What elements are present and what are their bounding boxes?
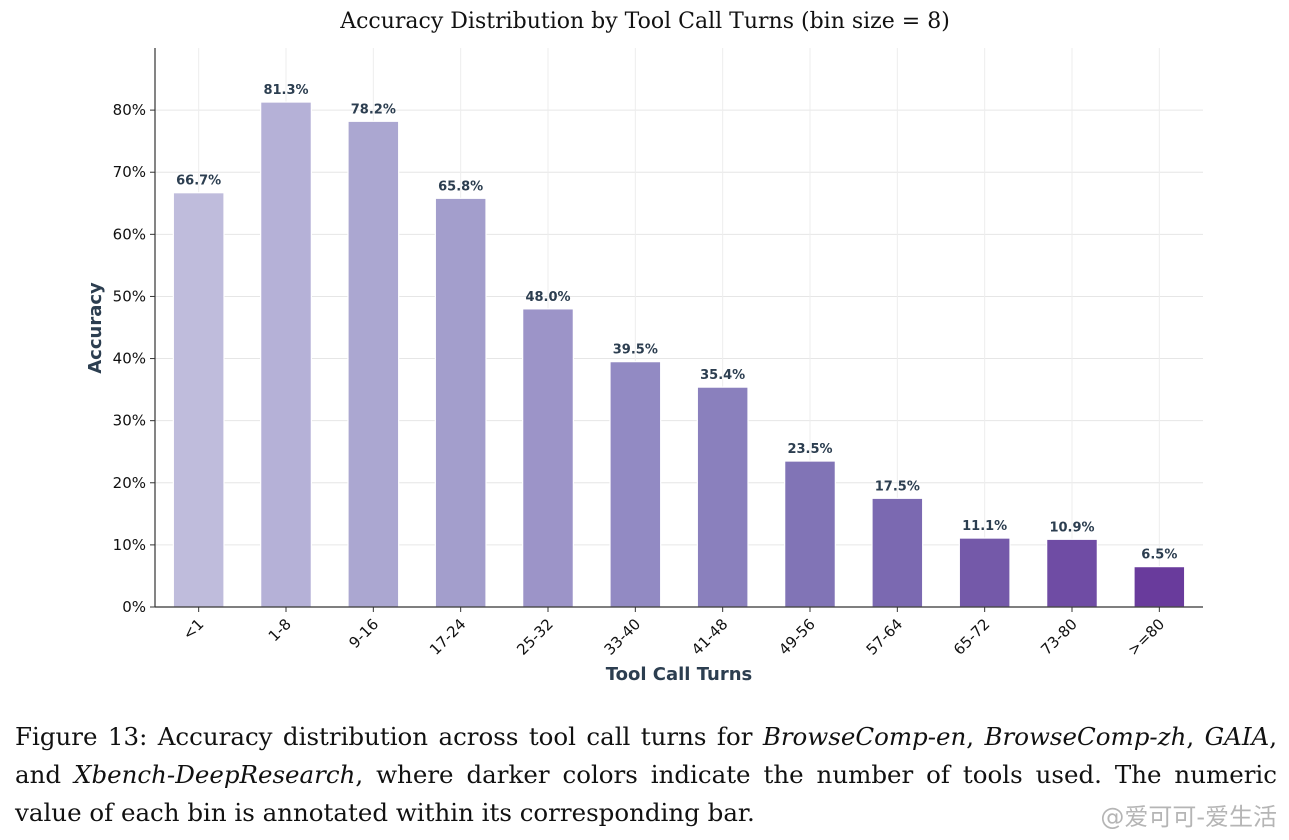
caption-dataset-browsecomp-en: BrowseComp-en — [762, 722, 967, 751]
data-label: 66.7% — [176, 174, 221, 189]
chart-title: Accuracy Distribution by Tool Call Turns… — [339, 9, 950, 34]
y-axis-title: Accuracy — [85, 282, 106, 374]
bars: 66.7% 81.3% 78.2% 65.8% 48.0% 39.5% 35.4% 23.5%… — [172, 83, 1186, 608]
data-label: 39.5% — [613, 343, 658, 358]
x-axis-title: Tool Call Turns — [606, 664, 753, 685]
data-label: 35.4% — [700, 368, 745, 383]
bar — [784, 460, 836, 608]
plot-area — [155, 48, 1203, 607]
caption-dataset-xbench: Xbench-DeepResearch — [74, 760, 356, 789]
data-label: 81.3% — [263, 83, 308, 98]
bar — [1046, 538, 1098, 608]
accuracy-bar-chart: 66.7% 81.3% 78.2% 65.8% 48.0% 39.5% 35.4% 23.5%… — [85, 9, 1203, 685]
y-tick-label: 40% — [113, 350, 146, 368]
y-tick-label: 30% — [113, 412, 146, 430]
bar — [172, 192, 225, 608]
bar — [696, 386, 749, 608]
caption-separator: , and — [15, 722, 1277, 789]
y-tick-label: 70% — [113, 163, 146, 181]
caption-prefix: Figure 13: Accuracy distribution across … — [15, 722, 763, 751]
figure-caption: Figure 13: Accuracy distribution across … — [15, 718, 1277, 832]
y-tick-label: 10% — [113, 536, 146, 554]
y-tick-label: 0% — [122, 598, 146, 616]
data-label: 10.9% — [1049, 520, 1094, 535]
bar — [434, 197, 487, 608]
bar — [522, 308, 574, 608]
bar — [260, 101, 312, 608]
data-label: 48.0% — [525, 290, 570, 305]
y-tick-label: 80% — [113, 101, 146, 119]
y-tick-label: 20% — [113, 474, 146, 492]
caption-separator: , — [1186, 722, 1205, 751]
data-label: 17.5% — [875, 479, 920, 494]
data-label: 78.2% — [351, 102, 396, 117]
bar — [958, 537, 1011, 608]
caption-dataset-browsecomp-zh: BrowseComp-zh — [984, 722, 1187, 751]
caption-dataset-gaia: GAIA — [1204, 722, 1270, 751]
y-tick-label: 60% — [113, 225, 146, 243]
y-tick-label: 50% — [113, 287, 146, 305]
bar — [1133, 566, 1186, 608]
data-label: 11.1% — [962, 519, 1007, 534]
bar — [347, 120, 400, 608]
data-label: 65.8% — [438, 179, 483, 194]
bar — [871, 497, 924, 608]
data-label: 6.5% — [1141, 548, 1177, 563]
watermark: @爱可可-爱生活 — [1100, 803, 1277, 831]
caption-separator: , — [966, 722, 985, 751]
caption-suffix: , where darker colors indicate the numbe… — [15, 760, 1277, 827]
bar — [609, 361, 662, 608]
data-label: 23.5% — [787, 442, 832, 457]
